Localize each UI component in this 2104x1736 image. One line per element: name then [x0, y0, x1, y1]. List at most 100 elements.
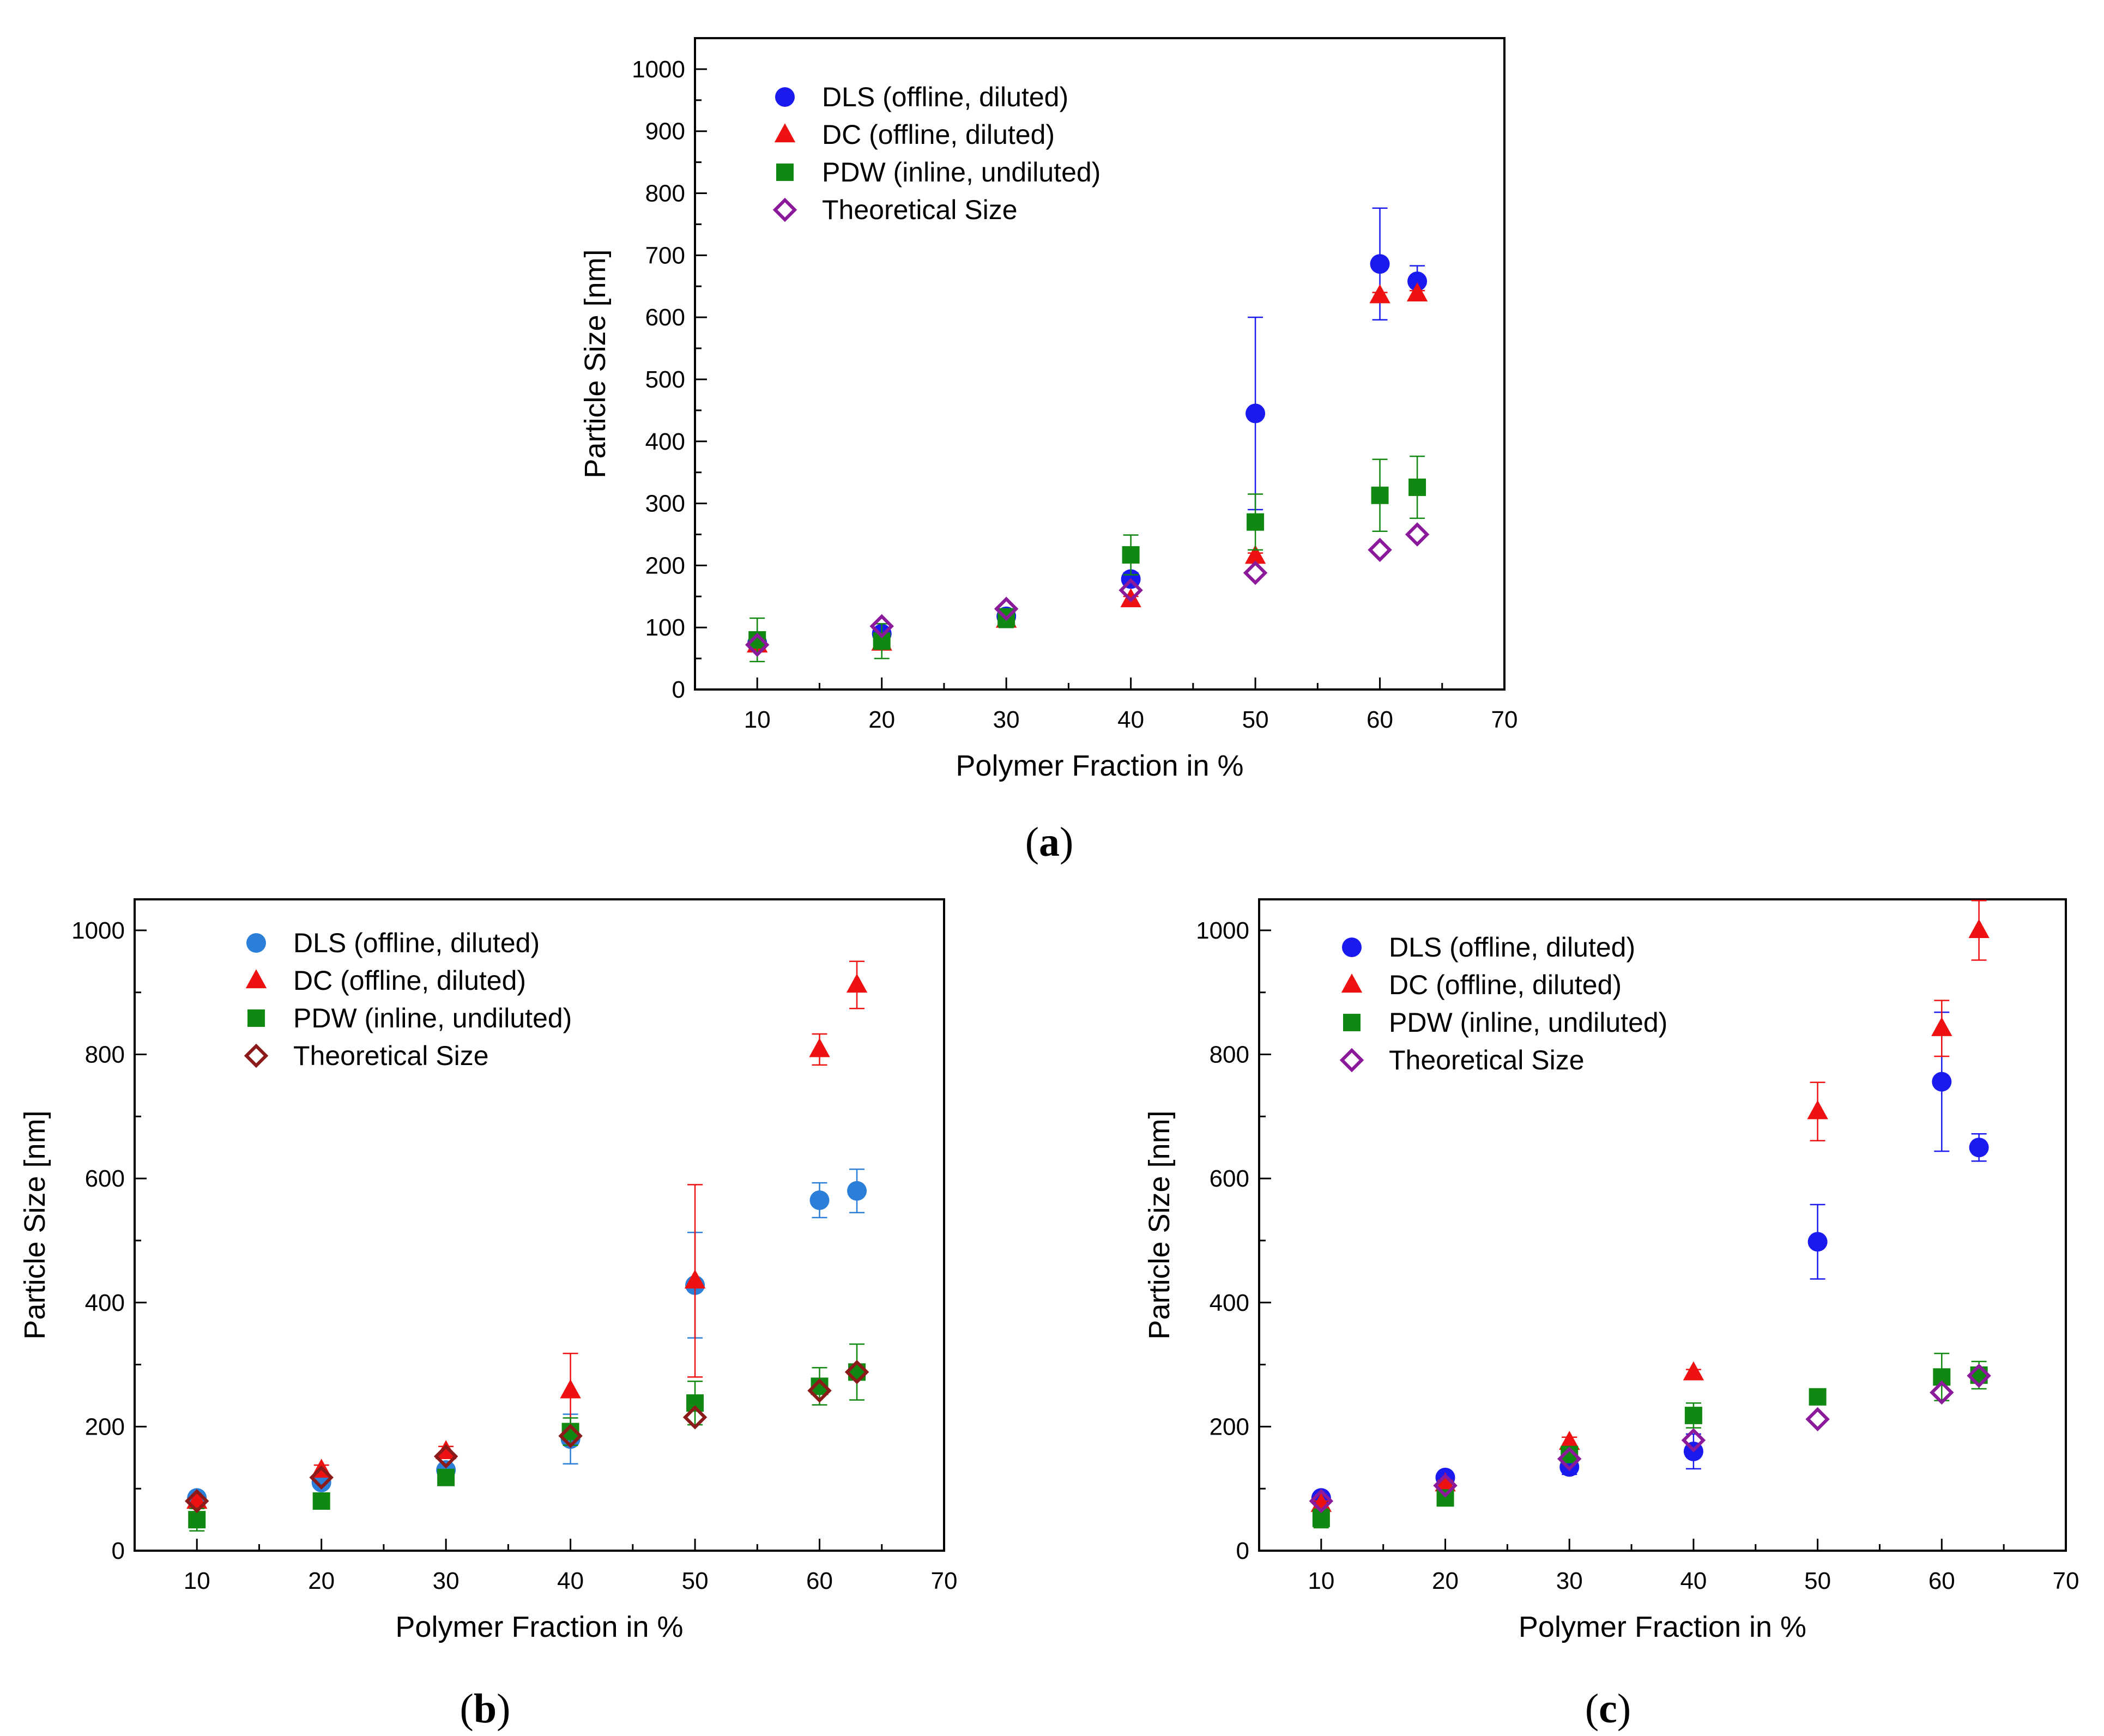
- data-point: [1969, 1138, 1989, 1158]
- caption-paren-close: ): [497, 1686, 510, 1732]
- x-tick-label: 10: [744, 706, 771, 733]
- legend: DLS (offline, diluted) DC (offline, dilut…: [244, 928, 572, 1071]
- legend-marker: [247, 1009, 265, 1027]
- data-point: [184, 1489, 209, 1514]
- data-point: [309, 1465, 334, 1490]
- legend-marker: [245, 969, 267, 989]
- chart-panel-b: 10 20 30 40 50 60 70 0 200 400 600 800 1000 Polymer F…: [19, 898, 958, 1732]
- data-point: [1118, 578, 1143, 603]
- y-tick-label: 500: [645, 366, 685, 393]
- data-point: [809, 1038, 830, 1057]
- y-tick-label: 200: [1210, 1413, 1249, 1440]
- y-tick-label: 200: [85, 1413, 125, 1440]
- x-tick-label: 30: [993, 706, 1020, 733]
- data-point: [1407, 271, 1428, 292]
- x-tick-label: 20: [868, 706, 895, 733]
- x-tick-label: 50: [1242, 706, 1269, 733]
- caption-letter: b: [474, 1686, 497, 1732]
- data-point: [1435, 1472, 1456, 1492]
- data-point: [1247, 513, 1265, 531]
- plot-frame: [694, 37, 1506, 691]
- data-point: [188, 1511, 206, 1529]
- data-point: [560, 1379, 581, 1399]
- legend-label: DLS (offline, diluted): [293, 928, 540, 958]
- series-2: [188, 1343, 866, 1532]
- caption-paren-open: (: [1025, 819, 1039, 865]
- data-point: [1244, 545, 1266, 564]
- x-tick-label: 60: [1367, 706, 1393, 733]
- data-point: [1369, 284, 1390, 304]
- data-point: [848, 1363, 866, 1381]
- caption-letter: c: [1599, 1686, 1617, 1732]
- data-point: [994, 596, 1019, 621]
- data-point: [1122, 546, 1140, 564]
- data-point: [1809, 1388, 1827, 1406]
- chart-panel-c: 10 20 30 40 50 60 70 0 200 400 600 800 1000 Polymer F…: [1143, 898, 2079, 1732]
- data-point: [1805, 1407, 1830, 1431]
- data-point: [1684, 1406, 1702, 1424]
- data-point: [1683, 1361, 1704, 1381]
- data-point: [1681, 1428, 1706, 1453]
- data-point: [807, 1378, 832, 1403]
- legend-label: DLS (offline, diluted): [822, 82, 1068, 112]
- y-tick-label: 0: [672, 676, 685, 703]
- data-point: [1930, 1380, 1954, 1405]
- x-tick-label: 20: [1432, 1568, 1459, 1594]
- data-point: [1433, 1473, 1458, 1498]
- legend-marker: [1341, 973, 1363, 993]
- panel-caption: (a): [1025, 819, 1074, 865]
- data-point: [1406, 282, 1428, 302]
- legend: DLS (offline, diluted) DC (offline, dilut…: [772, 82, 1101, 225]
- legend-marker: [774, 123, 796, 143]
- data-point: [684, 1269, 706, 1289]
- data-point: [1309, 1489, 1334, 1514]
- panel-caption: (b): [460, 1686, 511, 1732]
- series-3: [184, 1359, 869, 1514]
- legend-marker: [1343, 1014, 1361, 1031]
- legend-label: PDW (inline, undiluted): [293, 1003, 572, 1033]
- x-tick-label: 30: [433, 1568, 460, 1594]
- data-point: [1243, 560, 1268, 585]
- legend-label: DLS (offline, diluted): [1389, 932, 1635, 963]
- legend-label: PDW (inline, undiluted): [1389, 1007, 1667, 1038]
- y-tick-label: 700: [645, 242, 685, 269]
- x-axis-title: Polymer Fraction in %: [395, 1611, 683, 1643]
- x-tick-label: 50: [1804, 1568, 1831, 1594]
- data-point: [844, 1359, 869, 1384]
- y-tick-label: 400: [1210, 1290, 1249, 1316]
- legend-marker: [776, 164, 794, 181]
- plot-frame: [1258, 898, 2067, 1552]
- x-axis-title: Polymer Fraction in %: [1519, 1611, 1806, 1643]
- data-point: [312, 1492, 330, 1510]
- data-point: [682, 1405, 708, 1430]
- legend-marker: [1342, 937, 1362, 957]
- caption-paren-close: ): [1617, 1686, 1631, 1732]
- data-point: [437, 1468, 455, 1486]
- data-point: [1246, 403, 1266, 424]
- x-tick-label: 10: [1308, 1568, 1334, 1594]
- legend-label: DC (offline, diluted): [1389, 970, 1622, 1000]
- y-tick-label: 800: [645, 180, 685, 207]
- y-tick-label: 0: [112, 1538, 125, 1564]
- data-point: [1368, 537, 1392, 562]
- x-tick-label: 10: [184, 1568, 210, 1594]
- x-tick-label: 40: [1117, 706, 1144, 733]
- data-point: [558, 1424, 583, 1448]
- legend-marker: [775, 87, 795, 107]
- y-tick-label: 800: [1210, 1042, 1249, 1068]
- series-3: [1309, 1363, 1991, 1514]
- x-tick-label: 70: [931, 1568, 958, 1594]
- legend: DLS (offline, diluted) DC (offline, dilut…: [1339, 932, 1667, 1075]
- data-point: [1559, 1431, 1580, 1450]
- plot-frame: [134, 898, 945, 1552]
- y-tick-label: 900: [645, 118, 685, 145]
- y-tick-label: 400: [645, 428, 685, 455]
- data-point: [745, 632, 770, 657]
- data-point: [1968, 919, 1990, 939]
- y-tick-label: 600: [85, 1165, 125, 1192]
- x-tick-label: 60: [1928, 1568, 1955, 1594]
- data-point: [809, 1190, 830, 1210]
- data-point: [869, 614, 894, 639]
- caption-paren-open: (: [1585, 1686, 1599, 1732]
